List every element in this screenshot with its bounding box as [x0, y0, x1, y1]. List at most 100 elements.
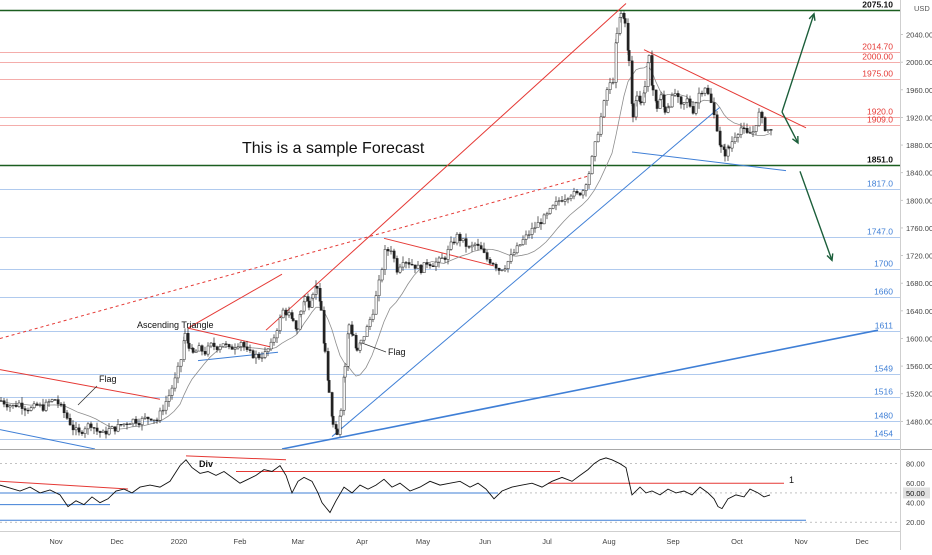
candle-body-206: [575, 191, 579, 194]
candle-body-222: [619, 13, 623, 18]
price-tick-label-2: 1520.00: [906, 390, 932, 399]
candle-body-26: [77, 427, 81, 433]
candle-body-102: [295, 328, 299, 330]
candle-body-264: [719, 144, 723, 148]
candle-body-225: [626, 22, 630, 51]
candle-body-115: [322, 310, 326, 344]
candle-body-140: [377, 279, 381, 296]
candle-body-258: [703, 87, 707, 94]
candle-body-0: [0, 400, 3, 402]
candle-body-244: [663, 106, 667, 113]
time-label-3: Feb: [234, 537, 247, 546]
candle-body-130: [351, 333, 355, 336]
time-label-13: Dec: [855, 537, 869, 546]
candle-body-212: [593, 141, 597, 157]
candle-body-155: [422, 262, 426, 273]
candle-body-220: [615, 33, 619, 44]
forecast-arrow-down-long: [799, 171, 833, 261]
candle-body-210: [587, 173, 591, 186]
candle-body-156: [425, 262, 429, 265]
candle-body-24: [71, 424, 75, 431]
candle-body-148: [401, 262, 405, 268]
time-label-7: Jun: [479, 537, 491, 546]
candle-body-166: [455, 233, 459, 244]
candle-body-186: [515, 245, 519, 254]
candle-body-12: [35, 403, 39, 406]
time-label-11: Oct: [731, 537, 744, 546]
candle-body-8: [23, 408, 27, 411]
candle-body-16: [47, 401, 51, 403]
candle-body-219: [614, 42, 618, 83]
candle-body-141: [380, 269, 384, 281]
time-label-5: Apr: [356, 537, 368, 546]
candle-body-94: [275, 330, 279, 339]
candle-body-243: [662, 94, 666, 108]
candle-body-276: [751, 131, 755, 134]
rsi-trendline-0: [0, 480, 129, 490]
candle-body-202: [563, 199, 567, 202]
forecast-arrowhead-up: [808, 12, 816, 21]
candle-body-184: [509, 254, 513, 262]
candle-body-257: [700, 92, 704, 95]
level-label-4: 1920.0: [867, 107, 893, 117]
price-axis[interactable]: 1480.00 1520.00 1560.00 1600.00 1640.00 1680.…: [900, 31, 932, 427]
level-label-2: 2000.00: [862, 52, 893, 62]
candle-body-218: [611, 81, 615, 84]
candle-body-5: [14, 404, 18, 407]
candle-body-151: [410, 264, 414, 266]
candle-body-74: [215, 346, 219, 350]
candle-body-119: [330, 392, 334, 417]
candle-body-97: [284, 309, 288, 316]
candle-body-62: [183, 333, 187, 341]
trendline-red-flag-apr: [383, 237, 495, 267]
time-axis[interactable]: Nov Dec 2020 Feb Mar Apr May Jun Jul Aug Sep Oct Nov…: [49, 537, 869, 546]
candle-body-122: [335, 428, 339, 435]
level-label-8: 1747.0: [867, 227, 893, 237]
candle-body-51: [152, 419, 156, 422]
candle-body-49: [146, 416, 150, 420]
candle-body-108: [307, 300, 311, 308]
level-label-10: 1660: [874, 287, 893, 297]
time-label-9: Aug: [602, 537, 615, 546]
price-tick-label-3: 1560.00: [906, 362, 932, 371]
candle-body-274: [745, 127, 749, 133]
price-tick-label-6: 1680.00: [906, 279, 932, 288]
candle-body-176: [485, 252, 489, 260]
trendline-red-channel-top: [265, 3, 627, 331]
candle-body-216: [605, 89, 609, 101]
price-tick-label-14: 2000.00: [906, 58, 932, 67]
candle-body-252: [685, 98, 689, 103]
candle-body-194: [539, 222, 543, 225]
moving-average: [0, 65, 771, 430]
time-label-2: 2020: [171, 537, 188, 546]
candle-body-147: [398, 266, 402, 273]
candle-body-251: [682, 102, 686, 105]
candle-body-132: [355, 347, 359, 351]
candle-body-15: [44, 401, 48, 411]
candle-body-246: [667, 106, 671, 108]
price-tick-label-7: 1720.00: [906, 252, 932, 261]
candle-body-87: [254, 353, 258, 359]
candle-body-178: [491, 262, 495, 265]
level-label-12: 1549: [874, 364, 893, 374]
candle-body-181: [500, 269, 504, 271]
candle-body-84: [245, 346, 249, 350]
candle-body-282: [769, 129, 773, 131]
trendline-red-triangle-top: [187, 273, 283, 329]
candle-body-13: [38, 404, 42, 406]
candle-body-72: [209, 342, 213, 347]
candle-body-54: [161, 409, 165, 412]
candle-body-82: [239, 342, 243, 347]
candle-body-188: [521, 239, 525, 245]
candle-body-9: [26, 409, 30, 412]
forecast-annotation: This is a sample Forecast: [242, 140, 425, 157]
candle-body-23: [68, 418, 72, 426]
candle-body-37: [110, 426, 114, 429]
candle-body-34: [101, 430, 105, 433]
candle-body-275: [748, 132, 752, 134]
level-label-3: 1975.00: [862, 69, 893, 79]
level-label-5: 1909.0: [867, 115, 893, 125]
candle-body-93: [272, 337, 276, 343]
candle-body-261: [712, 102, 716, 116]
